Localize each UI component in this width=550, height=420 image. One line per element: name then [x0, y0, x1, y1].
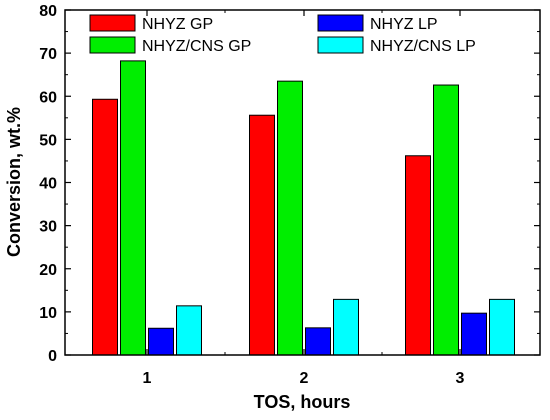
legend-label: NHYZ GP — [142, 16, 213, 33]
x-axis-title: TOS, hours — [254, 392, 351, 412]
y-tick-label: 70 — [39, 46, 57, 63]
bar — [461, 312, 487, 356]
bar — [405, 155, 431, 356]
bars-layer — [92, 60, 515, 356]
bar — [176, 305, 202, 356]
bar — [277, 80, 303, 356]
bar — [249, 114, 275, 356]
legend-swatch — [317, 14, 364, 32]
y-axis-title: Conversion, wt.% — [4, 107, 24, 257]
bar — [433, 84, 459, 356]
legend-swatch — [89, 14, 136, 32]
legend-label: NHYZ/CNS LP — [370, 38, 476, 55]
y-tick-label: 10 — [39, 305, 57, 322]
legend-swatch — [89, 36, 136, 54]
y-tick-label: 0 — [48, 348, 57, 365]
y-axis-ticks: 0 10 20 30 40 50 60 70 80 — [39, 3, 540, 365]
bar — [120, 60, 146, 356]
x-tick-label: 2 — [300, 370, 309, 387]
bar — [305, 327, 331, 356]
legend-label: NHYZ/CNS GP — [142, 38, 251, 55]
y-tick-label: 60 — [39, 89, 57, 106]
x-tick-label: 3 — [456, 370, 465, 387]
y-tick-label: 40 — [39, 176, 57, 193]
bar — [92, 98, 118, 356]
x-axis-ticks: 1 2 3 — [143, 10, 465, 387]
legend-swatch — [317, 36, 364, 54]
legend-label: NHYZ LP — [370, 16, 438, 33]
bar — [333, 298, 359, 356]
y-tick-label: 50 — [39, 132, 57, 149]
bar — [489, 298, 515, 356]
y-tick-label: 20 — [39, 262, 57, 279]
y-tick-label: 30 — [39, 219, 57, 236]
legend: NHYZ GP NHYZ LP NHYZ/CNS GP NHYZ/CNS LP — [89, 14, 476, 55]
bar — [148, 327, 174, 356]
x-tick-label: 1 — [143, 370, 152, 387]
y-tick-label: 80 — [39, 3, 57, 20]
